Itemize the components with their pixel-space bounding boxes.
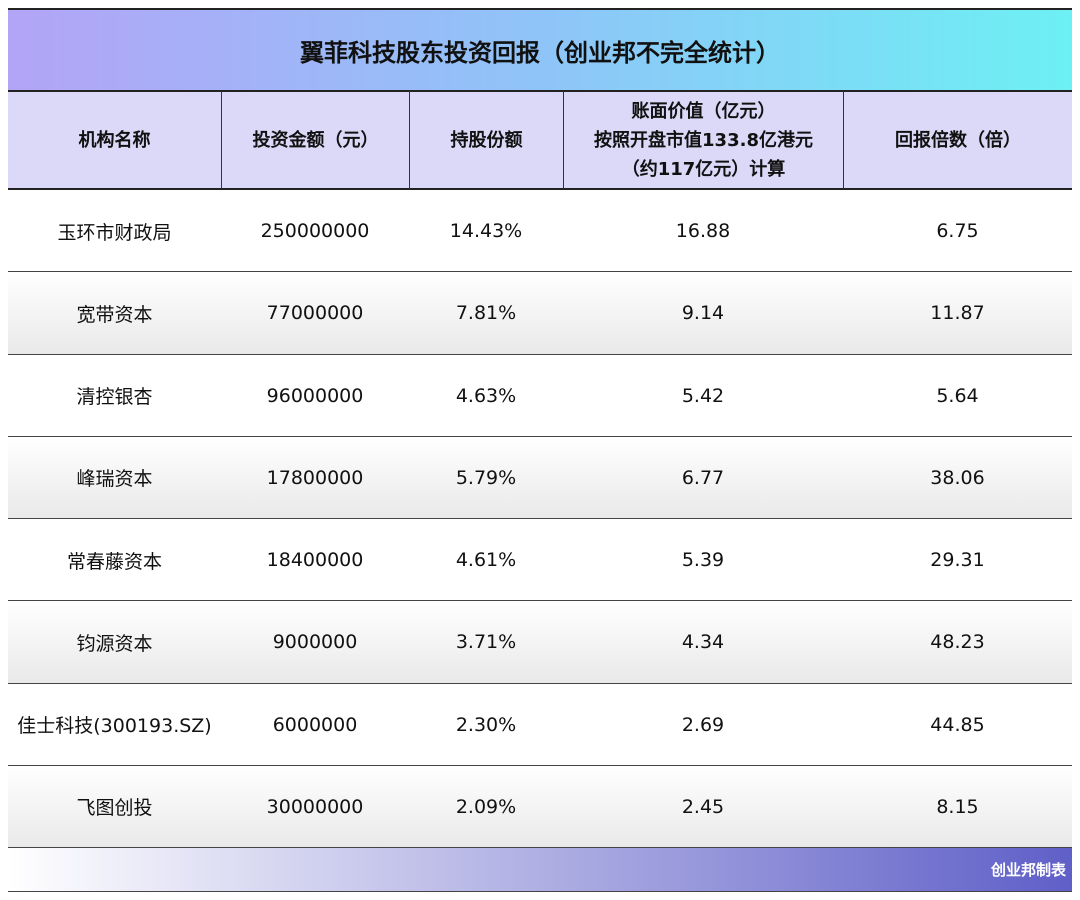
cell: 3.71% (455, 631, 517, 654)
header-cell: 账面价值（亿元） 按照开盘市值133.8亿港元 （约117亿元）计算 (563, 90, 843, 190)
cell: 5.64 (936, 384, 979, 407)
header-cell: 投资金额（元） (221, 90, 409, 190)
cell: 11.87 (930, 302, 985, 325)
cell: 宽带资本 (76, 303, 153, 326)
cell: 钧源资本 (76, 632, 153, 655)
cell: 9000000 (272, 631, 358, 654)
header-text: 回报倍数（倍） (895, 129, 1021, 151)
cell: 5.79% (455, 466, 517, 489)
cell: 4.63% (455, 384, 517, 407)
header-text: 按照开盘市值133.8亿港元 (594, 129, 813, 151)
cell: 38.06 (930, 466, 985, 489)
header-cell: 回报倍数（倍） (843, 90, 1072, 190)
header-text: 机构名称 (78, 129, 151, 151)
cell: 17800000 (266, 466, 364, 489)
cell: 14.43% (449, 220, 523, 243)
row-bg (8, 519, 1072, 602)
row-bg (8, 190, 1072, 273)
footer: 创业邦制表 (8, 848, 1072, 892)
cell: 18400000 (266, 549, 364, 572)
cell: 96000000 (266, 384, 364, 407)
cell: 常春藤资本 (66, 550, 162, 573)
row-bg (8, 684, 1072, 766)
cell: 6000000 (272, 713, 358, 736)
cell: 77000000 (266, 302, 364, 325)
row-bg (8, 601, 1072, 684)
cell: 2.09% (455, 795, 517, 818)
cell: 5.39 (681, 549, 725, 572)
cell: 9.14 (681, 302, 725, 325)
cell: 29.31 (930, 549, 985, 572)
source: 创业邦制表 (990, 861, 1066, 879)
cell: 6.75 (936, 220, 979, 243)
cell: 16.88 (675, 220, 731, 243)
header-text: （约117亿元）计算 (621, 158, 786, 180)
cell: 7.81% (455, 302, 517, 325)
row-bg (8, 765, 1072, 848)
cell: 2.30% (455, 713, 517, 736)
header-text: 投资金额（元） (252, 129, 379, 151)
cell: 2.69 (681, 713, 725, 736)
row-bg (8, 272, 1072, 355)
title: 翼菲科技股东投资回报（创业邦不完全统计） (8, 8, 1072, 90)
cell: 44.85 (930, 713, 985, 736)
cell: 2.45 (681, 795, 725, 818)
cell: 峰瑞资本 (76, 468, 153, 491)
row-bg (8, 436, 1072, 519)
cell: 玉环市财政局 (57, 221, 172, 244)
cell: 48.23 (930, 631, 985, 654)
cell: 4.61% (455, 549, 517, 572)
header-cell: 机构名称 (8, 90, 221, 190)
cell: 4.34 (681, 631, 725, 654)
cell: 6.77 (681, 466, 725, 489)
row-bg (8, 355, 1072, 437)
cell: 8.15 (936, 795, 979, 818)
cell: 清控银杏 (76, 386, 153, 409)
header-cell: 持股份额 (409, 90, 563, 190)
header-text: 账面价值（亿元） (631, 100, 776, 122)
cell: 250000000 (260, 220, 370, 243)
cell: 30000000 (266, 795, 364, 818)
cell: 佳士科技(300193.SZ) (17, 715, 212, 738)
header-text: 持股份额 (450, 129, 523, 151)
cell: 5.42 (681, 384, 725, 407)
cell: 飞图创投 (76, 797, 153, 820)
